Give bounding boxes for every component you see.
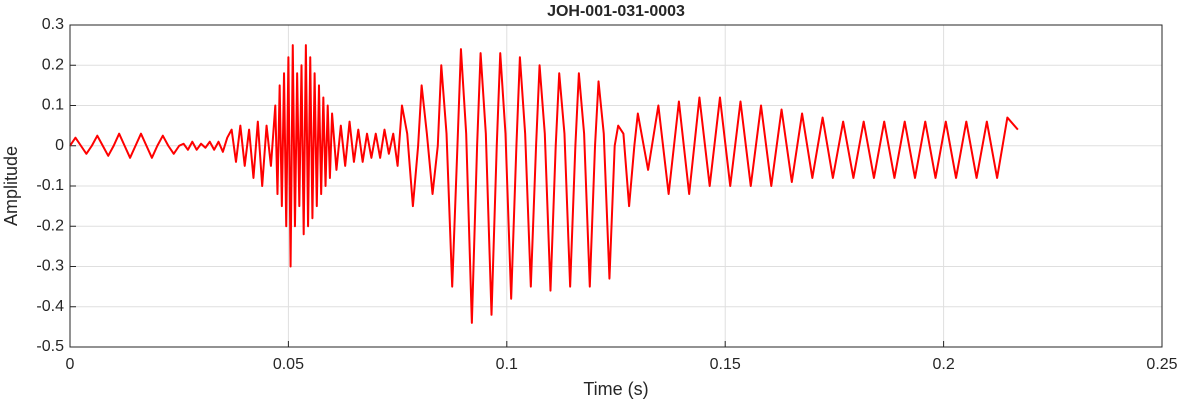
x-tick-label: 0 (66, 356, 75, 373)
x-tick-label: 0.25 (1146, 356, 1177, 373)
plot-frame (69, 24, 1163, 348)
x-axis-label: Time (s) (583, 379, 648, 399)
chart-title: JOH-001-031-0003 (547, 3, 685, 20)
y-axis-label: Amplitude (1, 146, 21, 226)
y-tick-label: 0.2 (42, 56, 64, 73)
y-tick-label: -0.3 (36, 258, 64, 275)
y-tick-label: -0.5 (36, 338, 64, 355)
x-tick-label: 0.2 (932, 356, 954, 373)
y-tick-label: 0.1 (42, 97, 64, 114)
y-tick-label: -0.1 (36, 177, 64, 194)
x-tick-label: 0.05 (273, 356, 304, 373)
waveform (69, 44, 1019, 324)
y-tick-label: 0.3 (42, 16, 64, 33)
y-tick-label: -0.4 (36, 298, 64, 315)
y-tick-label: -0.2 (36, 217, 64, 234)
x-tick-label: 0.15 (710, 356, 741, 373)
y-tick-label: 0 (55, 137, 64, 154)
x-tick-label: 0.1 (496, 356, 518, 373)
